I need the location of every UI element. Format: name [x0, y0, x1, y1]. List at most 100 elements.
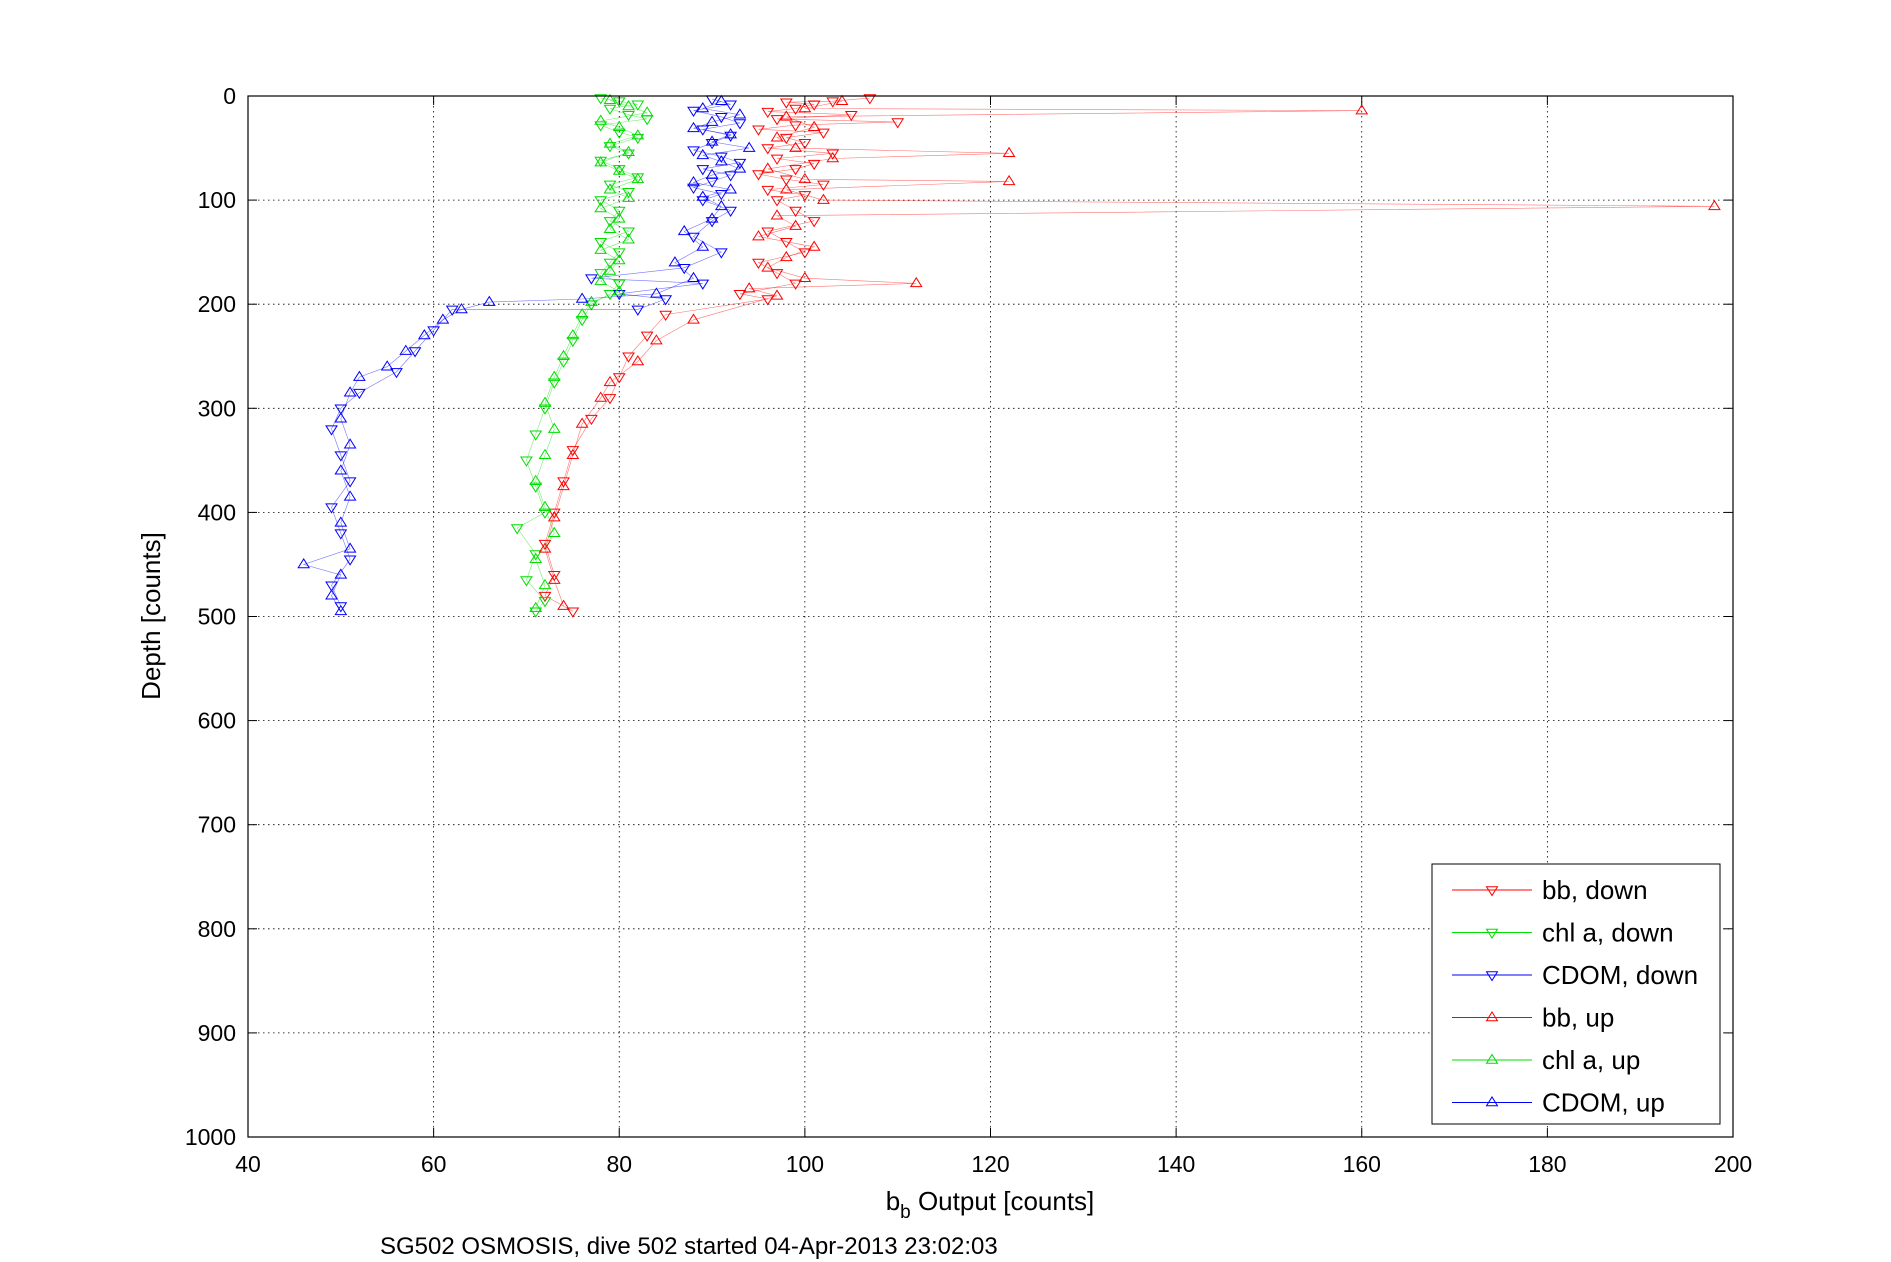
- data-point: [705, 115, 719, 126]
- y-tick-label: 900: [198, 1020, 236, 1046]
- data-point: [649, 334, 663, 345]
- grid-lines: [248, 96, 1733, 1137]
- legend-marker: [1485, 928, 1499, 939]
- x-tick-label: 40: [235, 1151, 261, 1177]
- x-tick-label: 120: [971, 1151, 1009, 1177]
- data-point: [352, 370, 366, 381]
- data-point: [566, 328, 580, 340]
- data-point: [752, 230, 765, 241]
- data-point: [594, 156, 608, 167]
- data-point: [622, 352, 635, 363]
- data-point: [798, 102, 812, 113]
- data-point: [789, 104, 802, 115]
- data-point: [640, 106, 654, 117]
- data-point: [390, 368, 403, 379]
- data-point: [1355, 104, 1369, 115]
- data-point: [520, 576, 533, 587]
- data-point: [724, 128, 738, 139]
- data-point: [817, 193, 830, 204]
- data-point: [798, 191, 812, 202]
- data-point: [789, 165, 802, 176]
- data-point: [529, 474, 543, 485]
- data-point: [714, 155, 728, 166]
- data-point: [761, 107, 775, 119]
- data-point: [687, 121, 700, 133]
- data-point: [687, 271, 700, 282]
- data-point: [640, 331, 654, 342]
- data-point: [714, 113, 728, 124]
- data-point: [594, 114, 608, 125]
- data-point: [603, 289, 617, 301]
- data-point: [909, 276, 923, 288]
- data-point: [622, 149, 635, 160]
- y-tick-label: 700: [198, 812, 236, 838]
- data-point: [742, 141, 756, 152]
- data-point: [557, 349, 570, 361]
- legend-entry: chl a, down: [1452, 918, 1674, 948]
- data-point: [547, 573, 561, 584]
- data-point: [714, 248, 728, 259]
- y-tick-label: 800: [198, 916, 236, 942]
- data-point: [538, 539, 552, 551]
- data-point: [297, 558, 311, 569]
- data-point: [770, 115, 784, 126]
- series-line: [302, 100, 750, 612]
- data-point: [779, 133, 793, 145]
- data-point: [603, 394, 617, 405]
- data-point: [779, 98, 793, 109]
- data-point: [631, 100, 645, 111]
- y-tick-label: 300: [198, 395, 236, 421]
- data-point: [724, 100, 738, 111]
- data-point: [631, 305, 645, 316]
- data-point: [547, 526, 561, 538]
- data-point: [733, 162, 747, 173]
- data-point: [325, 425, 338, 436]
- data-points: [297, 93, 1721, 618]
- data-point: [547, 511, 561, 522]
- data-point: [826, 152, 840, 163]
- data-point: [798, 248, 812, 259]
- data-point: [761, 144, 775, 155]
- data-point: [622, 110, 635, 122]
- data-point: [538, 500, 552, 511]
- data-point: [714, 199, 728, 211]
- data-point: [612, 212, 626, 223]
- data-point: [575, 417, 589, 428]
- data-point: [696, 190, 710, 201]
- data-point: [436, 313, 450, 324]
- data-point: [687, 146, 700, 157]
- data-point: [566, 607, 580, 618]
- data-point: [594, 196, 608, 207]
- data-point: [622, 187, 635, 199]
- data-point: [538, 404, 552, 415]
- data-point: [334, 529, 348, 540]
- data-point: [696, 148, 710, 160]
- data-point: [761, 261, 775, 272]
- legend-marker: [1485, 886, 1499, 897]
- data-point: [770, 154, 784, 165]
- legend-entry: CDOM, down: [1452, 960, 1698, 990]
- data-point: [724, 183, 738, 194]
- data-point: [334, 404, 348, 415]
- data-point: [770, 196, 784, 207]
- data-point: [612, 373, 626, 384]
- data-point: [585, 274, 598, 285]
- series-line: [516, 97, 648, 612]
- data-point: [603, 375, 617, 387]
- series-5: [297, 94, 756, 616]
- data-point: [798, 139, 812, 150]
- data-point: [798, 172, 812, 184]
- data-point: [1708, 199, 1721, 211]
- data-point: [696, 102, 710, 113]
- data-point: [594, 274, 608, 286]
- data-point: [427, 326, 441, 337]
- series-line: [544, 100, 1715, 607]
- data-point: [566, 448, 580, 459]
- data-point: [334, 451, 348, 462]
- data-point: [538, 508, 552, 519]
- data-point: [714, 94, 728, 106]
- data-point: [807, 217, 821, 228]
- data-point: [714, 152, 728, 163]
- data-point: [696, 165, 710, 176]
- data-point: [575, 292, 589, 303]
